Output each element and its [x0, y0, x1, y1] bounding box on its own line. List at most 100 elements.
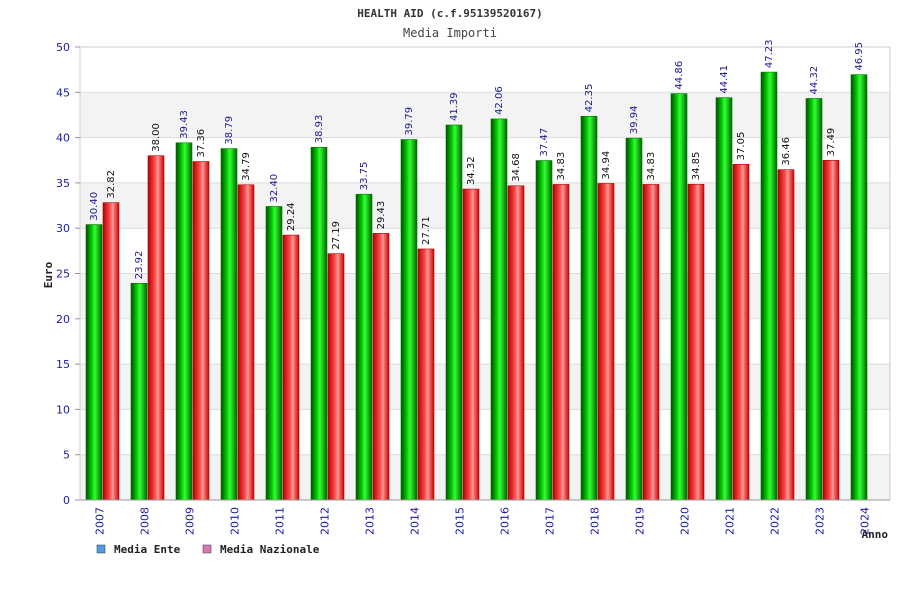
bar-media-nazionale-2022 [777, 169, 795, 501]
value-label-media-nazionale-2015: 34.32 [466, 156, 477, 185]
bar-media-nazionale-2009 [192, 161, 210, 501]
y-tick-label: 45 [56, 86, 70, 99]
bar-media-nazionale-2011 [282, 234, 300, 501]
x-tick-label-2010: 2010 [229, 507, 242, 535]
plot-band [80, 364, 890, 410]
value-label-media-nazionale-2011: 29.24 [286, 202, 297, 231]
value-label-media-nazionale-2021: 37.05 [736, 132, 747, 161]
bar-media-ente-2010 [220, 148, 238, 501]
plot-band [80, 47, 890, 93]
bar-media-nazionale-2012 [327, 253, 345, 501]
bar-media-ente-2008 [130, 282, 148, 501]
bar-media-nazionale-2018 [597, 183, 615, 501]
x-tick-label-2019: 2019 [634, 507, 647, 535]
bar-media-ente-2020 [670, 93, 688, 501]
y-axis: 0 5 10 15 20 25 30 35 40 45 50 [56, 41, 80, 507]
value-label-media-nazionale-2009: 37.36 [196, 129, 207, 158]
y-tick-label: 35 [56, 177, 70, 190]
plot-band [80, 318, 890, 365]
legend-swatch-media-ente [96, 544, 106, 554]
value-label-media-nazionale-2014: 27.71 [421, 216, 432, 245]
x-tick-label-2013: 2013 [364, 507, 377, 535]
x-tick-label-2012: 2012 [319, 507, 332, 535]
plot-band [80, 137, 890, 183]
value-label-media-nazionale-2016: 34.68 [511, 153, 522, 182]
y-tick-label: 5 [63, 449, 70, 462]
value-label-media-ente-2008: 23.92 [134, 251, 145, 280]
value-label-media-nazionale-2022: 36.46 [781, 137, 792, 166]
value-label-media-ente-2012: 38.93 [314, 115, 325, 144]
x-tick-label-2022: 2022 [769, 507, 782, 535]
plot-band [80, 182, 890, 229]
bar-media-ente-2015 [445, 124, 463, 501]
bar-media-ente-2009 [175, 142, 193, 501]
x-tick-label-2018: 2018 [589, 507, 602, 535]
plot-background [80, 47, 890, 500]
value-label-media-nazionale-2018: 34.94 [601, 151, 612, 180]
y-tick-label: 10 [56, 403, 70, 416]
bar-media-nazionale-2014 [417, 248, 435, 501]
y-tick-label: 25 [56, 268, 70, 281]
chart-subtitle: Media Importi [403, 26, 497, 40]
legend-label-media-ente: Media Ente [114, 543, 181, 556]
bar-media-nazionale-2021 [732, 164, 750, 501]
bar-media-ente-2021 [715, 97, 733, 501]
value-label-media-ente-2015: 41.39 [449, 92, 460, 121]
value-label-media-ente-2007: 30.40 [89, 192, 100, 221]
bar-media-ente-2011 [265, 206, 283, 501]
value-label-media-ente-2016: 42.06 [494, 86, 505, 115]
y-axis-label: Euro [42, 261, 55, 288]
plot-band [80, 92, 890, 138]
plot-band [80, 409, 890, 455]
bar-media-ente-2013 [355, 193, 373, 501]
bar-media-ente-2019 [625, 137, 643, 501]
y-tick-label: 20 [56, 313, 70, 326]
x-tick-label-2007: 2007 [94, 507, 107, 535]
value-label-media-nazionale-2010: 34.79 [241, 152, 252, 181]
value-label-media-ente-2014: 39.79 [404, 107, 415, 136]
value-label-media-nazionale-2023: 37.49 [826, 128, 837, 157]
bar-media-ente-2023 [805, 98, 823, 501]
bar-media-nazionale-2020 [687, 183, 705, 501]
y-tick-label: 50 [56, 41, 70, 54]
chart-title: HEALTH AID (c.f.95139520167) [357, 7, 542, 20]
y-tick-label: 30 [56, 222, 70, 235]
value-label-media-ente-2021: 44.41 [719, 65, 730, 94]
legend-swatch-media-nazionale [202, 544, 212, 554]
plot-band [80, 273, 890, 319]
x-tick-label-2008: 2008 [139, 507, 152, 535]
bars [85, 71, 868, 501]
bar-media-nazionale-2015 [462, 188, 480, 501]
x-axis: 2007 2008 2009 2010 2011 2012 2013 2014 2015 2016… [80, 499, 890, 535]
value-label-media-ente-2018: 42.35 [584, 84, 595, 113]
x-tick-label-2014: 2014 [409, 507, 422, 535]
value-label-media-nazionale-2020: 34.85 [691, 152, 702, 181]
x-tick-label-2009: 2009 [184, 507, 197, 535]
bar-media-nazionale-2017 [552, 184, 570, 501]
bar-media-ente-2007 [85, 224, 103, 501]
value-label-media-ente-2013: 33.75 [359, 162, 370, 191]
value-label-media-nazionale-2019: 34.83 [646, 152, 657, 181]
bar-media-ente-2012 [310, 146, 328, 501]
value-label-media-nazionale-2008: 38.00 [151, 123, 162, 152]
value-label-media-ente-2020: 44.86 [674, 61, 685, 90]
bar-media-nazionale-2007 [102, 202, 120, 501]
value-label-media-ente-2023: 44.32 [809, 66, 820, 95]
bar-media-ente-2018 [580, 116, 598, 501]
value-label-media-ente-2017: 37.47 [539, 128, 550, 157]
plot-band [80, 228, 890, 274]
bar-media-ente-2016 [490, 118, 508, 501]
bar-media-nazionale-2019 [642, 184, 660, 501]
value-label-media-ente-2010: 38.79 [224, 116, 235, 145]
bar-media-nazionale-2016 [507, 185, 525, 501]
value-label-media-ente-2019: 39.94 [629, 106, 640, 135]
x-tick-label-2015: 2015 [454, 507, 467, 535]
value-label-media-nazionale-2017: 34.83 [556, 152, 567, 181]
legend-label-media-nazionale: Media Nazionale [220, 543, 320, 556]
value-label-media-ente-2009: 39.43 [179, 110, 190, 139]
bar-media-nazionale-2008 [147, 155, 165, 501]
x-tick-label-2017: 2017 [544, 507, 557, 535]
value-label-media-nazionale-2012: 27.19 [331, 221, 342, 250]
y-tick-label: 40 [56, 132, 70, 145]
